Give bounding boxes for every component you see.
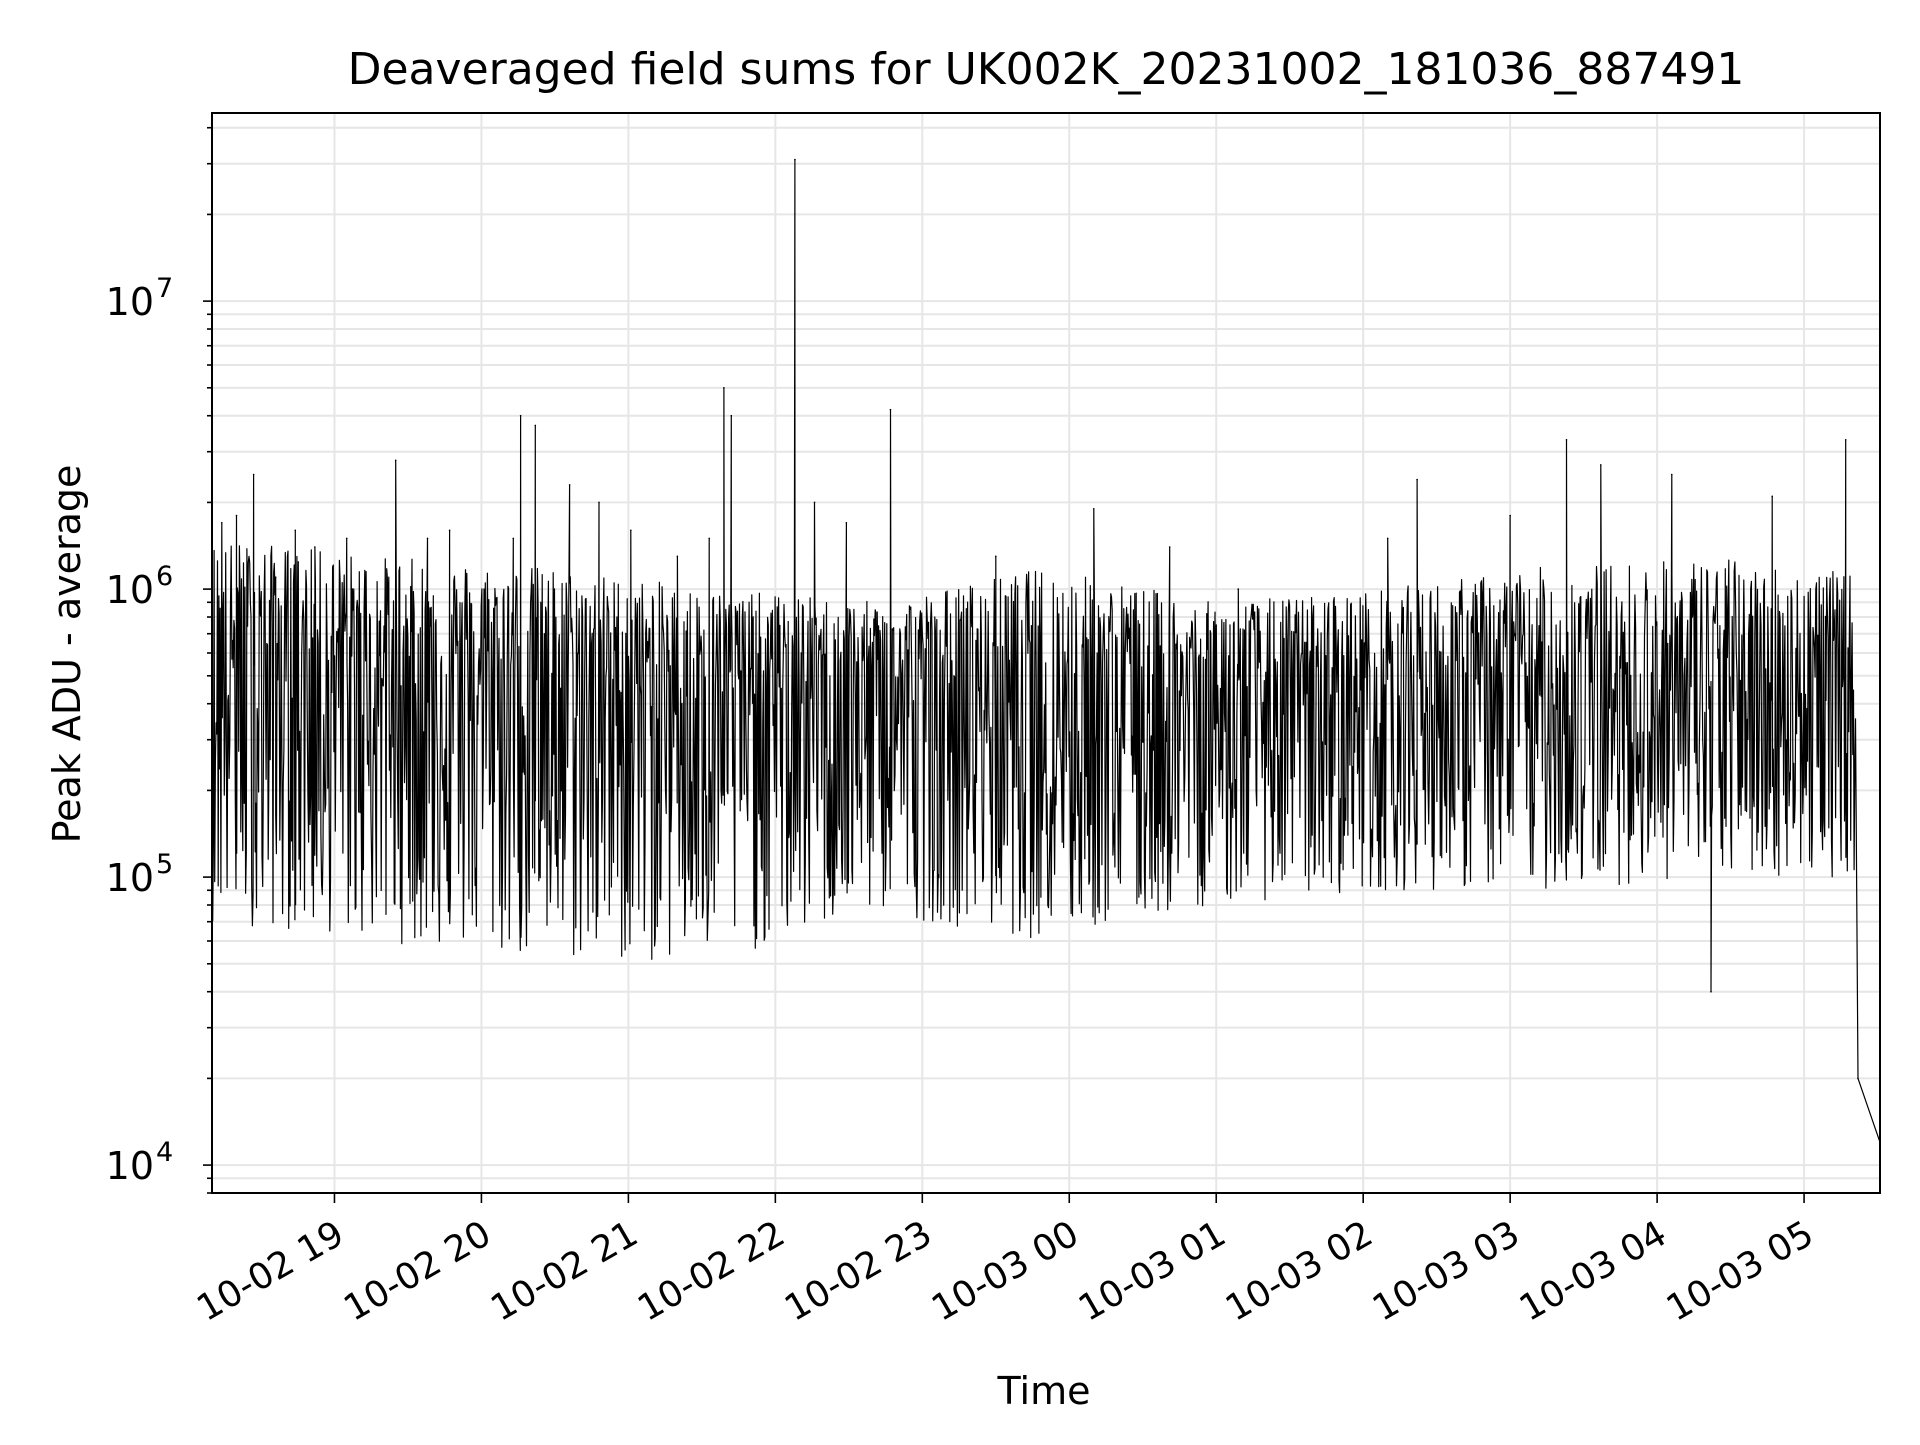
series-point <box>426 537 429 540</box>
y-tick-label-exponent: 6 <box>156 561 173 592</box>
series-point <box>1565 438 1568 441</box>
series-point <box>512 537 515 540</box>
y-tick-label: 10 <box>106 280 154 324</box>
series-point <box>1844 438 1847 441</box>
y-tick-label: 10 <box>106 856 154 900</box>
y-tick-label: 10 <box>106 1144 154 1188</box>
series-point <box>1509 514 1511 517</box>
series-point <box>1857 1077 1859 1080</box>
data-area <box>211 158 1881 1144</box>
y-axis-label: Peak ADU - average <box>45 465 89 844</box>
series-point <box>568 484 571 486</box>
series-point <box>676 555 679 558</box>
series-point <box>1168 546 1171 548</box>
series-point <box>235 514 238 517</box>
series-point <box>220 521 223 524</box>
series-line <box>211 159 1881 1143</box>
series-point <box>1771 495 1774 498</box>
y-tick-label-exponent: 7 <box>156 273 173 304</box>
series-point <box>294 529 297 532</box>
series-point <box>794 158 796 161</box>
series-point <box>314 546 316 548</box>
series-point <box>534 424 537 427</box>
series-point <box>1671 473 1673 476</box>
y-tick-label: 10 <box>106 568 154 612</box>
series-point <box>598 501 600 504</box>
series-point <box>1710 990 1712 993</box>
series-point <box>994 555 997 558</box>
series-point <box>252 473 255 476</box>
series-point <box>723 387 725 389</box>
y-tick-label-exponent: 5 <box>156 849 173 880</box>
series-point <box>1599 464 1602 466</box>
series-point <box>630 529 632 532</box>
series-point <box>1386 537 1389 540</box>
series-point <box>345 537 348 540</box>
series-point <box>1092 508 1095 510</box>
chart-title: Deaveraged field sums for UK002K_2023100… <box>348 44 1745 95</box>
series-point <box>1237 588 1240 590</box>
series-point <box>448 529 451 532</box>
series-point <box>274 576 277 578</box>
grid <box>212 113 1880 1194</box>
x-axis-label: Time <box>997 1369 1091 1413</box>
series-point <box>889 408 892 411</box>
series-point <box>813 501 816 504</box>
series-point <box>519 414 522 417</box>
series-point <box>708 537 711 540</box>
series-point <box>845 521 848 524</box>
series-point <box>394 459 397 462</box>
y-tick-label-exponent: 4 <box>156 1137 173 1168</box>
series-point <box>730 414 733 417</box>
series-point <box>1416 478 1418 481</box>
